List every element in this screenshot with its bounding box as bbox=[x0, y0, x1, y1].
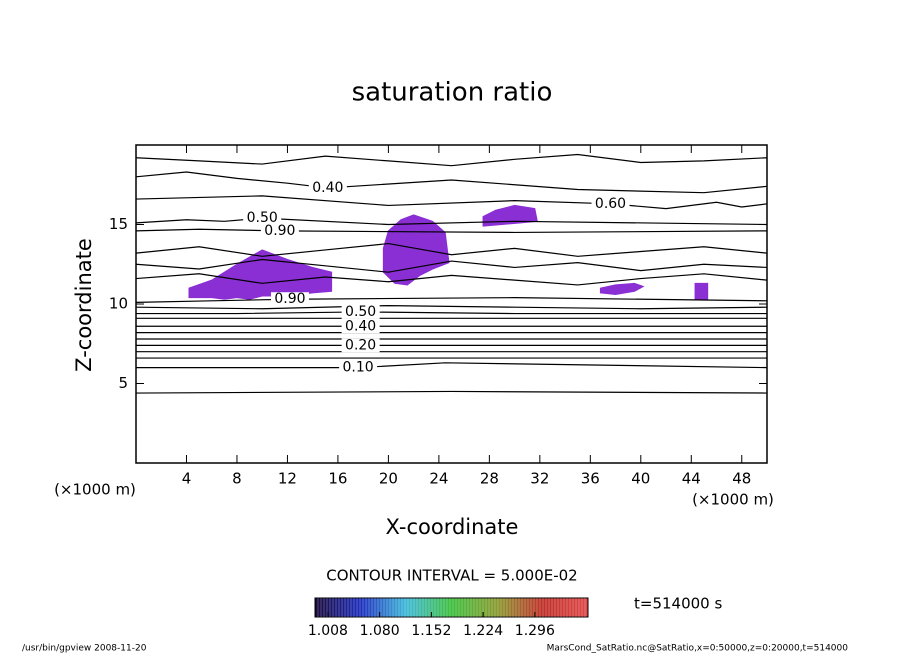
footer-right: MarsCond_SatRatio.nc@SatRatio,x=0:50000,… bbox=[547, 644, 849, 654]
supersaturated-region bbox=[599, 282, 645, 295]
contour-line bbox=[135, 273, 768, 286]
contour-label-bg bbox=[243, 211, 282, 226]
contour-label-bg bbox=[341, 338, 380, 353]
contour-label-bg bbox=[260, 223, 299, 238]
contour-line bbox=[135, 195, 768, 210]
x-tick-label: 4 bbox=[182, 470, 192, 488]
contour-label: 0.40 bbox=[312, 180, 343, 196]
contour-label-bg bbox=[270, 292, 309, 307]
contour-line bbox=[135, 153, 768, 167]
x-tick-label: 16 bbox=[328, 470, 347, 488]
supersaturated-region bbox=[482, 204, 538, 227]
contour-line bbox=[135, 228, 768, 234]
contour-label: 0.20 bbox=[345, 337, 376, 353]
x-tick-label: 28 bbox=[480, 470, 499, 488]
x-tick-label: 36 bbox=[581, 470, 600, 488]
y-axis-label: Z-coordinate bbox=[72, 238, 96, 372]
contour-label: 0.90 bbox=[264, 223, 295, 239]
x-tick-label: 32 bbox=[530, 470, 549, 488]
colorbar-tick-label: 1.224 bbox=[463, 623, 503, 639]
x-unit: (×1000 m) bbox=[692, 491, 774, 509]
x-tick-label: 44 bbox=[682, 470, 701, 488]
contour-interval: CONTOUR INTERVAL = 5.000E-02 bbox=[326, 567, 577, 585]
contour-line bbox=[135, 217, 768, 226]
footer-left: /usr/bin/gpview 2008-11-20 bbox=[22, 644, 147, 654]
colorbar-tick-label: 1.080 bbox=[360, 623, 400, 639]
contour-label-bg bbox=[341, 319, 380, 334]
contour-line bbox=[135, 242, 768, 257]
contour-label: 0.40 bbox=[345, 318, 376, 334]
contour-label-bg bbox=[339, 360, 378, 375]
time-label: t=514000 s bbox=[634, 595, 722, 613]
y-tick-label: 15 bbox=[109, 215, 128, 233]
colorbar-tick-label: 1.008 bbox=[308, 623, 348, 639]
x-tick-label: 20 bbox=[379, 470, 398, 488]
supersaturated-region bbox=[694, 282, 709, 300]
x-axis-label: X-coordinate bbox=[386, 515, 519, 539]
contour-line bbox=[135, 390, 768, 394]
chart-title: saturation ratio bbox=[352, 78, 553, 108]
contour-line bbox=[136, 362, 768, 369]
x-tick-label: 24 bbox=[429, 470, 448, 488]
contour-label: 0.50 bbox=[345, 304, 376, 320]
plot-frame bbox=[135, 144, 768, 464]
x-tick-label: 48 bbox=[732, 470, 751, 488]
contour-label-bg bbox=[308, 180, 347, 195]
contour-label: 0.60 bbox=[595, 196, 626, 212]
colorbar bbox=[314, 597, 589, 618]
colorbar-tick-label: 1.296 bbox=[515, 623, 555, 639]
supersaturated-region bbox=[188, 249, 333, 300]
y-tick-label: 10 bbox=[109, 295, 128, 313]
contour-label-bg bbox=[591, 196, 630, 211]
colorbar-tick-label: 1.152 bbox=[411, 623, 451, 639]
x-tick-label: 40 bbox=[631, 470, 650, 488]
contour-line bbox=[136, 311, 767, 315]
x-tick-label: 12 bbox=[278, 470, 297, 488]
contour-label: 0.10 bbox=[343, 360, 374, 376]
contour-label: 0.50 bbox=[247, 210, 278, 226]
contour-line bbox=[135, 258, 768, 273]
contour-label-bg bbox=[341, 304, 380, 319]
y-tick-label: 5 bbox=[118, 374, 128, 392]
supersaturated-region bbox=[382, 214, 450, 286]
contour-label: 0.90 bbox=[274, 291, 305, 307]
contour-line bbox=[135, 171, 768, 194]
y-unit: (×1000 m) bbox=[54, 481, 136, 499]
contour-line bbox=[135, 304, 768, 310]
x-tick-label: 8 bbox=[232, 470, 242, 488]
